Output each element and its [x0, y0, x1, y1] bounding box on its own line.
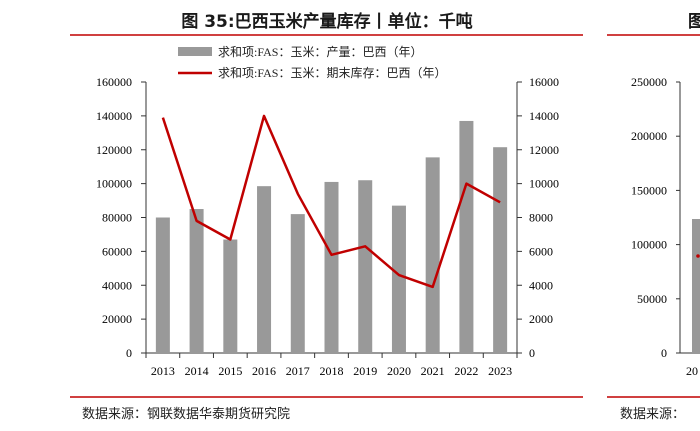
- legend-line-label: 求和项:FAS：玉米：期末库存：巴西（年）: [218, 65, 446, 80]
- bar-production: [257, 186, 272, 353]
- x-tick-label: 2022: [454, 364, 478, 378]
- x-tick-label: 2018: [320, 364, 344, 378]
- y-right-tick-label: 10000: [529, 177, 559, 191]
- x-tick-label: 2016: [252, 364, 276, 378]
- bar-production: [459, 120, 474, 353]
- y-right-tick-label: 4000: [529, 278, 553, 292]
- x-tick-label: 2019: [353, 364, 377, 378]
- y-left-tick-label: 60000: [102, 244, 132, 258]
- y-left-tick-label: 140000: [96, 109, 132, 123]
- legend-bar-swatch: [178, 47, 212, 56]
- right-chart-title-fragment: 图: [688, 12, 700, 32]
- right-source-note: 数据来源：: [620, 407, 685, 422]
- y-left-tick-label: 0: [126, 346, 132, 360]
- bar-production: [391, 205, 406, 353]
- bar-production: [189, 209, 204, 353]
- y-right-tick-label: 14000: [529, 109, 559, 123]
- bar-production: [493, 147, 508, 353]
- y-left-tick-label: 160000: [96, 75, 132, 89]
- right-partial-bar: [692, 219, 700, 353]
- y-left-tick-label: 120000: [96, 143, 132, 157]
- x-tick-label: 2020: [387, 364, 411, 378]
- x-tick-label: 2014: [185, 364, 209, 378]
- bar-production: [358, 180, 373, 353]
- y-right-tick-label: 8000: [529, 211, 553, 225]
- right-x-tick-fragment: 20: [686, 364, 698, 378]
- bar-production: [155, 217, 170, 353]
- bar-production: [324, 181, 339, 353]
- chart-title: 图 35:巴西玉米产量库存丨单位：千吨: [181, 11, 472, 32]
- bar-production: [290, 214, 305, 353]
- x-tick-label: 2013: [151, 364, 175, 378]
- bar-production: [223, 239, 238, 353]
- x-tick-label: 2015: [218, 364, 242, 378]
- y-right-tick-label: 2000: [529, 312, 553, 326]
- right-y-tick-label: 150000: [631, 183, 667, 197]
- x-tick-label: 2021: [421, 364, 445, 378]
- y-left-tick-label: 100000: [96, 177, 132, 191]
- right-y-tick-label: 50000: [637, 292, 667, 306]
- y-right-tick-label: 0: [529, 346, 535, 360]
- y-left-tick-label: 40000: [102, 278, 132, 292]
- source-note: 数据来源：钢联数据华泰期货研究院: [82, 406, 290, 422]
- bar-production: [425, 157, 440, 353]
- y-right-tick-label: 12000: [529, 143, 559, 157]
- x-tick-label: 2023: [488, 364, 512, 378]
- y-right-tick-label: 6000: [529, 244, 553, 258]
- legend-bar-label: 求和项:FAS：玉米：产量：巴西（年）: [218, 45, 422, 59]
- y-right-tick-label: 16000: [529, 75, 559, 89]
- right-y-tick-label: 200000: [631, 129, 667, 143]
- y-left-tick-label: 20000: [102, 312, 132, 326]
- right-y-tick-label: 100000: [631, 238, 667, 252]
- right-y-tick-label: 0: [661, 346, 667, 360]
- y-left-tick-label: 80000: [102, 211, 132, 225]
- right-y-tick-label: 250000: [631, 75, 667, 89]
- right-partial-line-point: [696, 254, 700, 258]
- x-tick-label: 2017: [286, 364, 310, 378]
